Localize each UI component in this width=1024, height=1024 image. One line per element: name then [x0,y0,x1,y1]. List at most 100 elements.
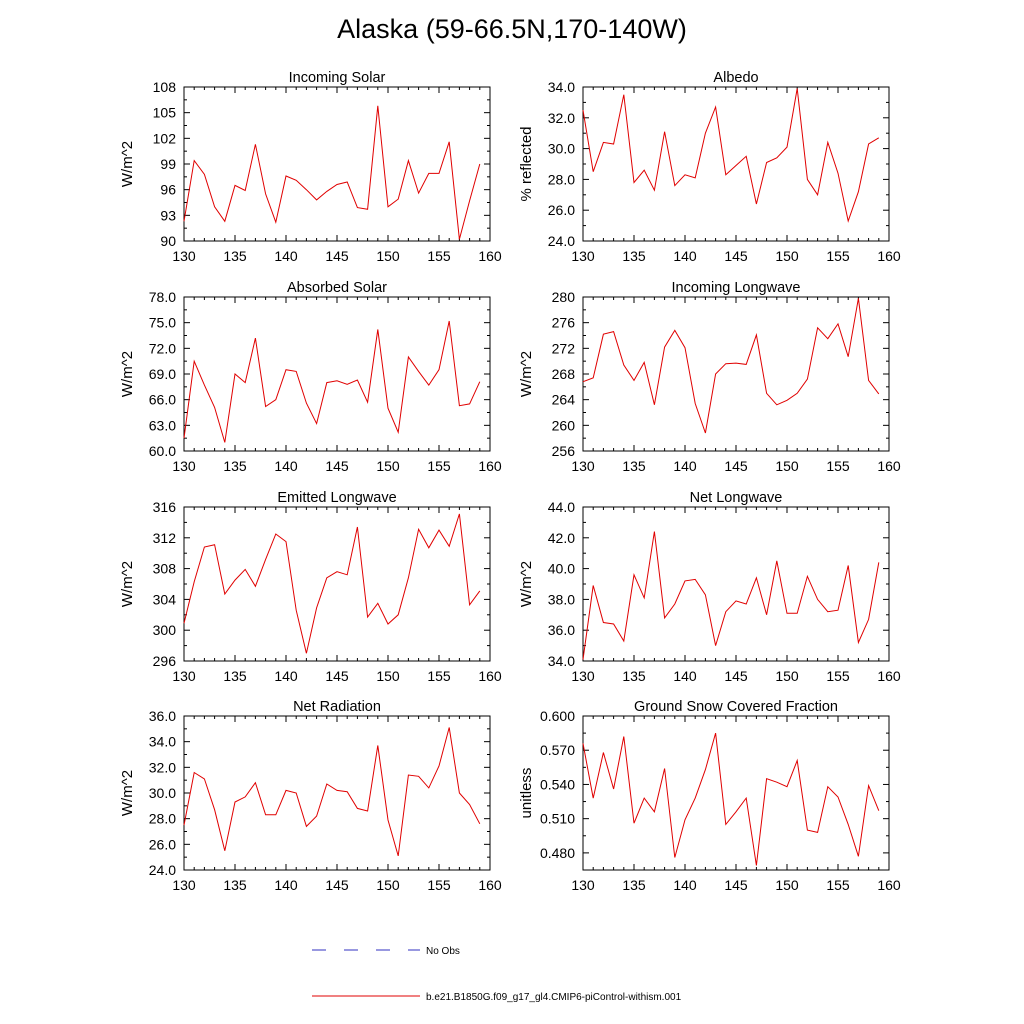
x-tick-label: 155 [826,458,850,474]
x-tick-label: 155 [427,668,451,684]
x-tick-label: 145 [325,248,349,264]
x-tick-label: 160 [877,668,901,684]
y-tick-label: 0.570 [540,742,575,758]
y-tick-label: 34.0 [548,79,575,95]
y-axis-label: W/m^2 [119,770,136,816]
y-tick-label: 304 [153,591,177,607]
y-tick-label: 272 [552,340,576,356]
model-series-line [183,513,481,654]
y-tick-label: 0.540 [540,776,575,792]
x-tick-label: 135 [622,877,646,893]
x-tick-label: 130 [172,248,196,264]
plot-frame [582,86,890,242]
y-axis-label: % reflected [518,126,535,201]
y-tick-label: 93 [160,207,176,223]
legend: No Obs b.e21.B1850G.f09_g17_gl4.CMIP6-piC… [312,946,682,1003]
x-tick-label: 130 [571,458,595,474]
y-tick-label: 276 [552,315,576,331]
x-tick-label: 140 [673,458,697,474]
y-tick-label: 63.0 [149,417,176,433]
model-series-line [183,105,481,240]
x-tick-label: 155 [427,248,451,264]
y-tick-label: 96 [160,182,176,198]
y-tick-label: 300 [153,622,177,638]
y-tick-label: 26.0 [548,202,575,218]
y-tick-label: 316 [153,499,177,515]
y-tick-label: 32.0 [149,759,176,775]
x-tick-label: 160 [478,877,502,893]
y-tick-label: 38.0 [548,591,575,607]
panel-3: Absorbed Solar W/m^2 130 135 140 145 150 155 160… [119,280,502,474]
y-tick-label: 308 [153,561,177,577]
y-tick-label: 42.0 [548,530,575,546]
x-tick-label: 135 [223,458,247,474]
y-tick-label: 30.0 [149,785,176,801]
x-tick-label: 145 [724,248,748,264]
x-tick-label: 130 [172,458,196,474]
y-tick-label: 0.480 [540,845,575,861]
figure-title: Alaska (59-66.5N,170-140W) [337,14,687,44]
y-tick-label: 24.0 [548,233,575,249]
x-tick-label: 135 [223,877,247,893]
panel-1: Incoming Solar W/m^2 130 135 140 145 150 155 160… [119,70,502,264]
x-tick-label: 140 [673,248,697,264]
model-series-line [183,727,481,857]
panel-4: Incoming Longwave W/m^2 130 135 140 145 150 155… [518,280,901,474]
panel-6: Net Longwave W/m^2 130 135 140 145 150 155 160 34… [518,490,901,684]
x-tick-label: 155 [427,458,451,474]
model-series-line [582,88,880,223]
y-tick-label: 66.0 [149,392,176,408]
y-tick-label: 40.0 [548,561,575,577]
y-axis-label: W/m^2 [119,351,136,397]
x-tick-label: 140 [274,248,298,264]
y-tick-label: 296 [153,653,177,669]
y-axis-label: W/m^2 [518,561,535,607]
x-tick-label: 145 [724,458,748,474]
legend-obs-label: No Obs [426,946,460,957]
x-tick-label: 160 [478,458,502,474]
x-tick-label: 130 [172,668,196,684]
x-tick-label: 155 [826,248,850,264]
panel-5: Emitted Longwave W/m^2 130 135 140 145 150 155 1… [119,490,502,684]
x-tick-label: 160 [877,877,901,893]
y-tick-label: 24.0 [149,862,176,878]
x-tick-label: 150 [376,248,400,264]
y-tick-label: 28.0 [149,811,176,827]
model-series-line [183,320,481,443]
x-tick-label: 160 [478,668,502,684]
y-tick-label: 105 [153,105,177,121]
y-tick-label: 268 [552,366,576,382]
y-axis-label: unitless [518,768,535,819]
x-tick-label: 140 [274,668,298,684]
y-tick-label: 108 [153,79,177,95]
panel-title: Absorbed Solar [287,280,387,296]
y-tick-label: 60.0 [149,443,176,459]
x-tick-label: 140 [673,668,697,684]
plot-frame [183,86,491,242]
x-tick-label: 135 [622,668,646,684]
y-axis-label: W/m^2 [518,351,535,397]
x-tick-label: 150 [775,458,799,474]
y-tick-label: 26.0 [149,836,176,852]
panel-title: Ground Snow Covered Fraction [634,699,838,715]
panel-title: Net Radiation [293,699,381,715]
legend-model-label: b.e21.B1850G.f09_g17_gl4.CMIP6-piControl… [426,992,682,1003]
y-tick-label: 312 [153,530,177,546]
y-tick-label: 72.0 [149,340,176,356]
panel-2: Albedo % reflected 130 135 140 145 150 155 160 24… [518,70,901,264]
model-series-line [582,732,880,866]
x-tick-label: 140 [673,877,697,893]
x-tick-label: 145 [325,877,349,893]
x-tick-label: 150 [376,668,400,684]
x-tick-label: 140 [274,458,298,474]
x-tick-label: 160 [478,248,502,264]
x-tick-label: 155 [427,877,451,893]
y-tick-label: 28.0 [548,171,575,187]
panel-title: Incoming Longwave [672,280,801,296]
y-tick-label: 256 [552,443,576,459]
x-tick-label: 160 [877,248,901,264]
y-tick-label: 280 [552,289,576,305]
plot-frame [582,506,890,662]
x-tick-label: 135 [223,248,247,264]
y-axis-label: W/m^2 [119,561,136,607]
